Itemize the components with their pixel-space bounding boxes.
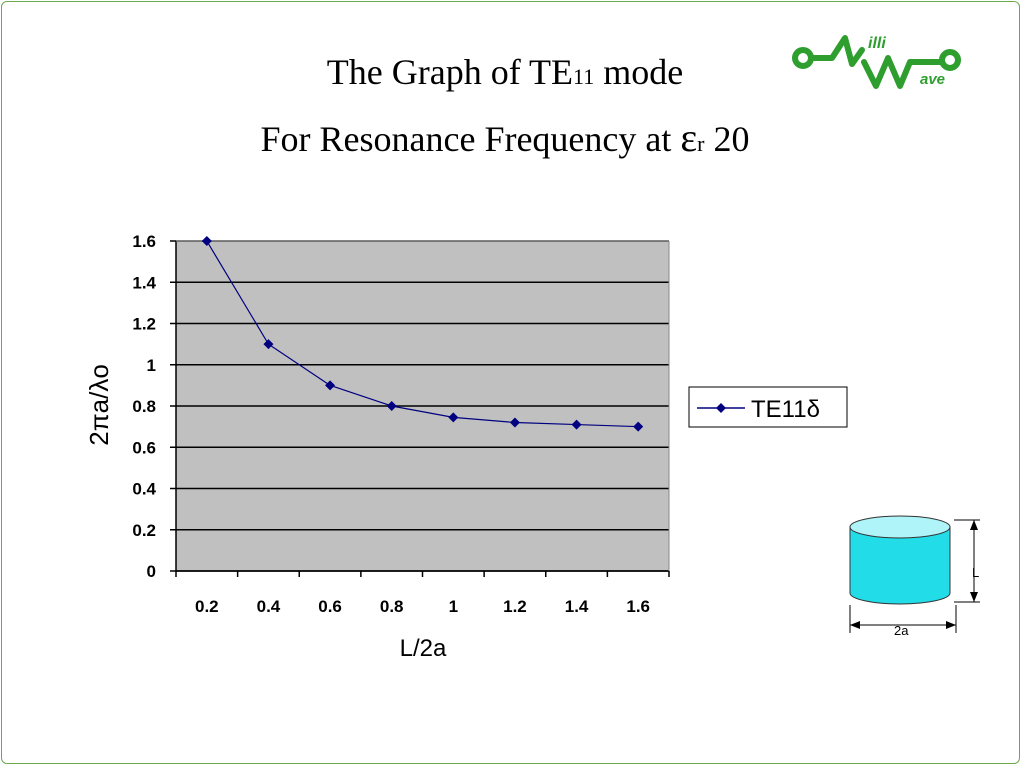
logo-text-top: illi: [868, 35, 886, 52]
axes: [170, 240, 670, 577]
x-tick-label: 1: [449, 597, 458, 616]
y-tick-label: 0.4: [132, 480, 156, 499]
x-tick-label: 1.2: [503, 597, 527, 616]
cylinder-diagram: L 2a: [849, 515, 980, 638]
y-tick-labels: 0 0.2 0.4 0.6 0.8 1 1.2 1.4 1.6: [132, 232, 156, 581]
y-tick-label: 0: [147, 562, 156, 581]
y-tick-label: 1.4: [132, 273, 156, 292]
x-tick-label: 0.2: [195, 597, 219, 616]
legend-box: [688, 386, 848, 428]
chart-legend: TE11δ: [688, 386, 848, 428]
slide-title-line2: For Resonance Frequency at εr 20: [0, 118, 1010, 164]
slide-title-line1: The Graph of TE11 mode: [0, 52, 1010, 97]
x-tick-labels: 0.2 0.4 0.6 0.8 1 1.2 1.4 1.6: [195, 597, 650, 616]
y-tick-label: 0.8: [132, 397, 156, 416]
series-te11: [201, 236, 644, 432]
x-tick-label: 1.4: [565, 597, 589, 616]
title-line2-text: For Resonance Frequency at: [260, 119, 681, 159]
y-tick-label: 1: [147, 356, 156, 375]
y-tick-label: 1.6: [132, 232, 156, 251]
title-line1-text: The Graph of TE: [326, 52, 574, 92]
cylinder-top: [849, 515, 951, 539]
data-point: [633, 421, 644, 432]
diameter-label: 2a: [894, 623, 909, 638]
title-line2-subscript: r: [697, 131, 705, 156]
y-tick-label: 0.6: [132, 438, 156, 457]
x-tick-label: 0.4: [257, 597, 281, 616]
cylinder-body: [849, 526, 951, 605]
series-line: [206, 240, 639, 428]
x-tick-label: 0.6: [318, 597, 342, 616]
title-line1-suffix: mode: [594, 52, 684, 92]
x-axis-label: L/2a: [400, 635, 447, 662]
title-line2-suffix: 20: [704, 119, 750, 159]
data-point: [571, 419, 582, 430]
data-point: [263, 339, 274, 350]
x-tick-label: 1.6: [626, 597, 650, 616]
y-axis-label: 2πa/λo: [84, 364, 114, 446]
y-tick-label: 0.2: [132, 521, 156, 540]
data-point: [509, 417, 520, 428]
x-tick-label: 0.8: [380, 597, 404, 616]
logo-text-bottom: ave: [920, 71, 945, 88]
data-point: [201, 236, 212, 246]
data-point: [325, 380, 336, 391]
data-point: [386, 401, 397, 411]
epsilon-symbol: ε: [680, 115, 698, 160]
y-tick-label: 1.2: [132, 315, 156, 334]
height-label: L: [972, 565, 979, 580]
milliwave-logo: illi ave: [792, 35, 961, 89]
legend-label: TE11δ: [751, 396, 820, 423]
data-point: [448, 412, 459, 423]
title-line1-subscript: 11: [573, 64, 595, 89]
legend-marker: [716, 403, 726, 413]
